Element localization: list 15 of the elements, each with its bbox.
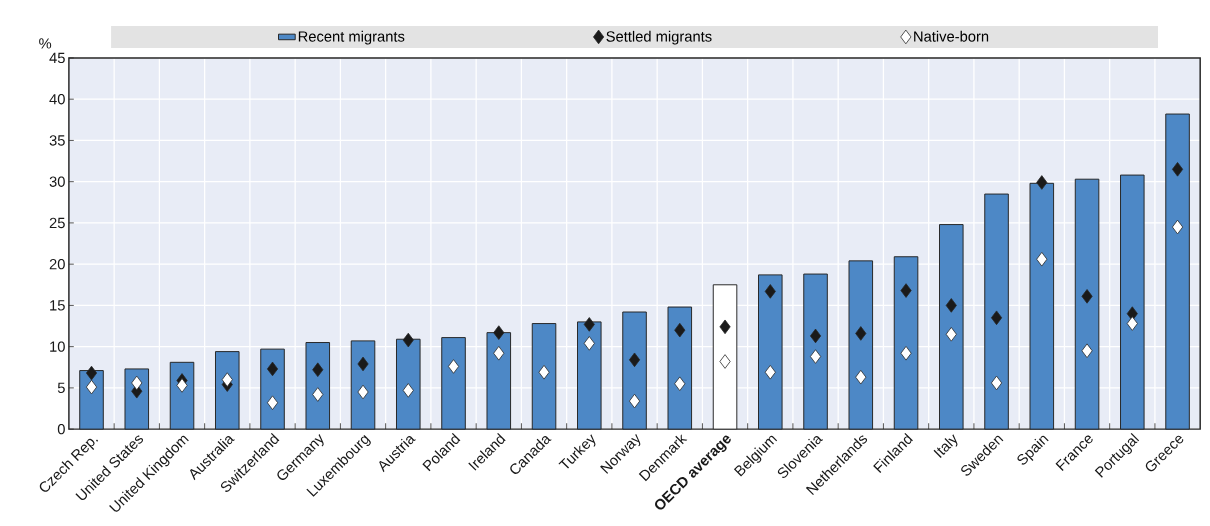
y-tick-label: 15 [50,300,65,311]
legend-label: Settled migrants [606,30,712,45]
y-tick-label: 25 [49,217,65,228]
x-tick-label: Italy [933,434,958,458]
y-tick-label: 20 [49,258,65,270]
y-tick-label: 45 [49,52,65,63]
y-tick-label: 5 [57,382,65,393]
y-tick-label: 0 [57,423,65,435]
y-tick-label: 40 [49,93,65,105]
legend-label: Recent migrants [298,30,405,45]
y-tick-label: 10 [50,341,65,352]
y-axis-title: % [39,38,52,49]
y-tick-label: 35 [49,135,65,146]
y-tick-label: 30 [49,176,65,187]
legend-label: Native-born [914,30,989,42]
